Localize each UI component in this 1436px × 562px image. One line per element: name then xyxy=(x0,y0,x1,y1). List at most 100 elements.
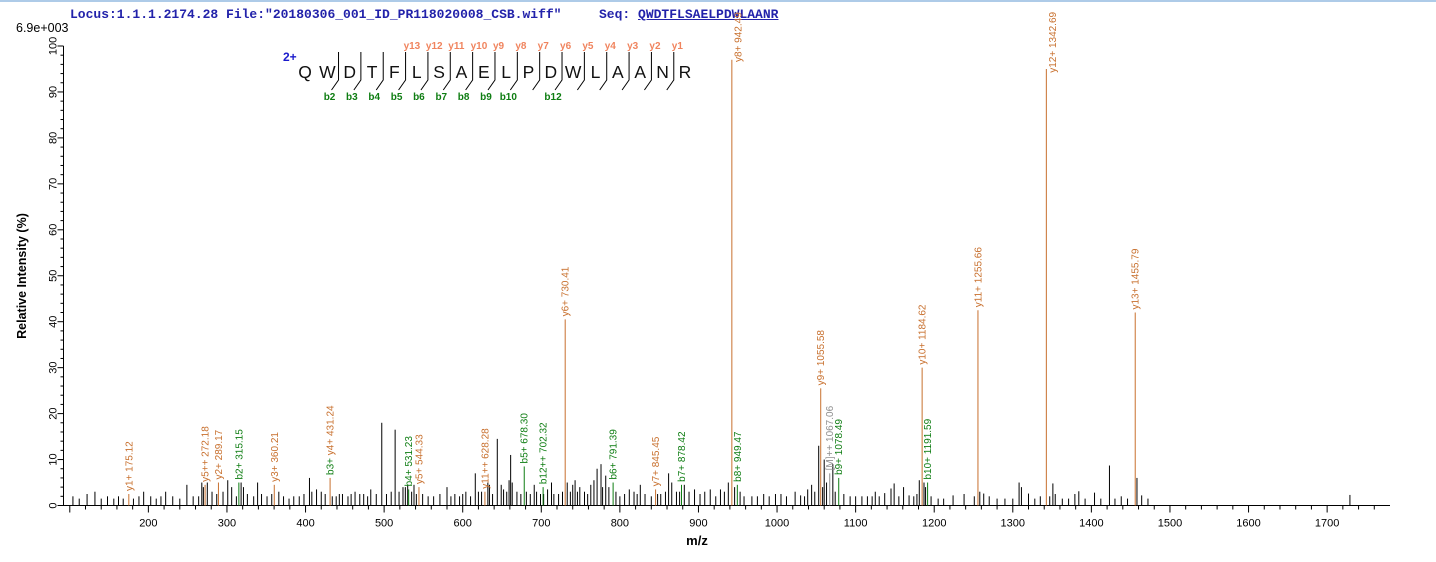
fragment-divider xyxy=(666,52,675,91)
x-tick-label: 200 xyxy=(139,518,157,530)
fragment-divider xyxy=(375,52,384,91)
b-ion-label: b2 xyxy=(324,92,336,103)
peak-label: b6+ 791.39 xyxy=(609,429,620,480)
peptide-diagram: 2+Q W D T F L S A E L P D W L A A N Rb2 b3 b4y13b5y12b6y11b… xyxy=(283,41,691,103)
residue-letter: L xyxy=(412,62,422,82)
residue-letter: S xyxy=(433,62,445,82)
fragment-divider xyxy=(576,52,585,91)
peak-label: y5++ 272.18 xyxy=(201,426,212,482)
peak-label-part: y4+ 431.24 xyxy=(326,405,337,455)
x-tick-label: 400 xyxy=(296,518,314,530)
peak-label: y8+ 942.49 xyxy=(733,12,744,62)
fragment-divider xyxy=(420,52,429,91)
peak-label: b10+ 1191.59 xyxy=(923,418,934,479)
b-ion-label: b10 xyxy=(500,92,518,103)
y-tick-label: 70 xyxy=(48,178,60,190)
x-tick-label: 1400 xyxy=(1079,518,1103,530)
x-tick-label: 700 xyxy=(532,518,550,530)
fragment-divider xyxy=(554,52,563,91)
peak-label: [M]++ 1067.06 xyxy=(825,405,836,470)
b-ion-label: b8 xyxy=(458,92,470,103)
x-tick-label: 900 xyxy=(689,518,707,530)
y-ion-label: y12 xyxy=(426,41,443,52)
peak-label: b9+ 1078.49 xyxy=(834,419,845,475)
residue-letter: D xyxy=(343,62,356,82)
residue-letter: F xyxy=(389,62,400,82)
x-tick-label: 1500 xyxy=(1158,518,1182,530)
y-ion-label: y9 xyxy=(493,41,505,52)
charge-state-label: 2+ xyxy=(283,50,297,64)
b-ion-label: b3 xyxy=(346,92,358,103)
y-axis-title: Relative Intensity (%) xyxy=(15,213,29,339)
peaks xyxy=(72,59,1351,506)
fragment-divider xyxy=(509,52,518,91)
residue-letter: A xyxy=(456,62,468,82)
fragment-divider xyxy=(465,52,474,91)
peak-label: y13+ 1455.79 xyxy=(1131,248,1142,309)
b-ion-label: b4 xyxy=(368,92,380,103)
fragment-divider xyxy=(644,52,652,91)
fragment-divider xyxy=(532,52,541,91)
peak-label: y12+ 1342.69 xyxy=(1048,11,1059,72)
y-ion-label: y1 xyxy=(672,41,684,52)
peak-label-part: b3+ xyxy=(326,455,337,475)
seq-label: Seq: xyxy=(599,7,631,22)
x-tick-label: 1200 xyxy=(922,518,946,530)
peak-label: b12++ 702.32 xyxy=(539,422,550,484)
y-tick-label: 0 xyxy=(48,502,60,508)
y-tick-label: 10 xyxy=(48,453,60,465)
peak-label: b4+ 531.23 xyxy=(404,436,415,487)
fragment-divider xyxy=(487,52,496,91)
x-tick-label: 1700 xyxy=(1315,518,1339,530)
y-tick-label: 100 xyxy=(48,37,60,55)
b-ion-label: b12 xyxy=(544,92,562,103)
y-ion-label: y3 xyxy=(627,41,639,52)
residue-letter: R xyxy=(679,62,692,82)
peak-label: b5+ 678.30 xyxy=(520,413,531,464)
y-ion-label: y4 xyxy=(605,41,617,52)
fragment-divider xyxy=(621,52,630,91)
peak-label: y11++ 628.28 xyxy=(480,428,491,489)
y-ion-label: y13 xyxy=(404,41,421,52)
peak-label: y3+ 360.21 xyxy=(270,432,281,482)
y-tick-label: 60 xyxy=(48,224,60,236)
residue-letter: Q xyxy=(298,62,312,82)
y-ion-label: y7 xyxy=(538,41,550,52)
y-tick-label: 30 xyxy=(48,362,60,374)
y-ion-label: y11 xyxy=(448,41,465,52)
axes: 0 10 20 30 40 50 60 70 80 90 100 200 300 400 500 600 700… xyxy=(15,37,1390,548)
peak-label: b2+ 315.15 xyxy=(234,429,245,480)
residue-letter: P xyxy=(523,62,535,82)
b-ion-label: b6 xyxy=(413,92,425,103)
x-axis-title: m/z xyxy=(686,533,708,548)
peak-label: y7+ 845.45 xyxy=(651,436,662,486)
seq-value: QWDTFLSAELPDWLAANR xyxy=(638,7,779,22)
x-tick-label: 1600 xyxy=(1236,518,1260,530)
y-tick-label: 80 xyxy=(48,132,60,144)
residue-letter: A xyxy=(612,62,624,82)
residue-letter: T xyxy=(367,62,378,82)
y-ion-label: y8 xyxy=(515,41,527,52)
y-ion-label: y5 xyxy=(582,41,594,52)
residue-letter: W xyxy=(565,62,582,82)
fragment-divider xyxy=(353,52,362,91)
x-tick-label: 1000 xyxy=(765,518,789,530)
x-tick-label: 300 xyxy=(218,518,236,530)
fragment-divider xyxy=(398,52,407,91)
peak-label: y9+ 1055.58 xyxy=(816,330,827,386)
b-ion-label: b7 xyxy=(435,92,447,103)
y-tick-label: 90 xyxy=(48,86,60,98)
sequence-header: Seq: QWDTFLSAELPDWLAANR xyxy=(599,7,778,22)
b-ion-label: b5 xyxy=(391,92,403,103)
x-tick-label: 800 xyxy=(611,518,629,530)
residue-letter: D xyxy=(545,62,558,82)
y-tick-label: 50 xyxy=(48,270,60,282)
peak-label: y10+ 1184.62 xyxy=(918,304,929,365)
locus-file-label: Locus:1.1.1.2174.28 File:"20180306_001_I… xyxy=(70,7,562,22)
fragment-divider xyxy=(331,52,340,91)
peak-label: y6+ 730.41 xyxy=(561,266,572,316)
residue-letter: A xyxy=(634,62,646,82)
x-tick-label: 500 xyxy=(375,518,393,530)
